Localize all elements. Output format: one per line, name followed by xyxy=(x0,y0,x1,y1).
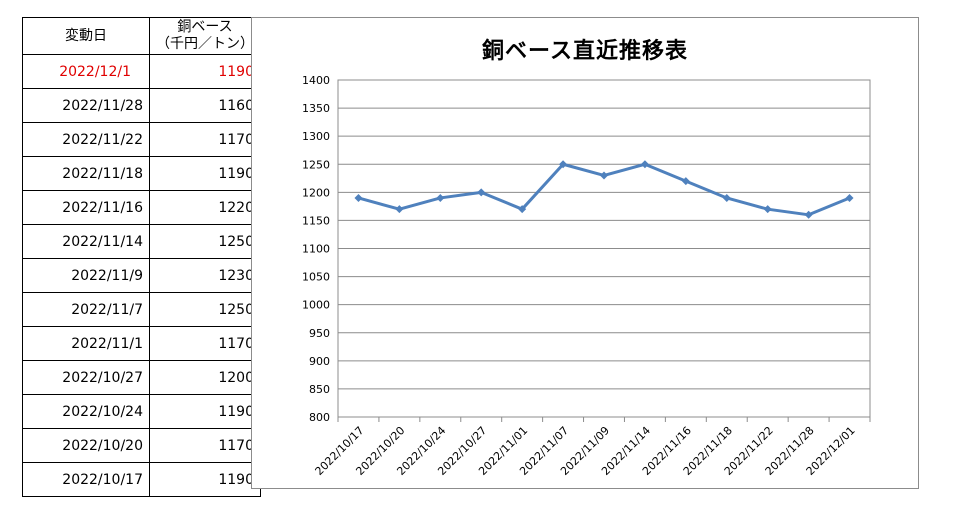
row-date: 2022/11/16 xyxy=(22,190,150,225)
row-date: 2022/11/28 xyxy=(22,88,150,123)
row-date: 2022/10/27 xyxy=(22,360,150,395)
y-tick-label: 1150 xyxy=(302,214,330,227)
table-row: 2022/11/16 1220 xyxy=(22,190,261,225)
y-tick-label: 800 xyxy=(309,411,330,424)
chart-title: 銅ベース直近推移表 xyxy=(482,39,688,64)
table-row: 2022/11/28 1160 xyxy=(22,88,261,123)
table-row: 2022/12/1 1190 xyxy=(22,54,261,89)
row-date: 2022/11/14 xyxy=(22,224,150,259)
line-chart: 800 850 900 950 1000 1050 1100 1150 1200 1250 1300… xyxy=(302,74,871,478)
y-tick-label: 1000 xyxy=(302,299,330,312)
plot-area xyxy=(337,79,871,418)
y-tick-label: 1100 xyxy=(302,243,330,256)
data-point xyxy=(763,205,772,214)
data-point xyxy=(640,160,649,169)
header-price-line1: 銅ベース xyxy=(177,19,233,35)
row-price: 1200 xyxy=(149,360,261,395)
row-price: 1160 xyxy=(149,88,261,123)
table-row: 2022/10/24 1190 xyxy=(22,394,261,429)
y-tick-label: 1050 xyxy=(302,271,330,284)
row-date: 2022/11/22 xyxy=(22,122,150,157)
data-point xyxy=(722,193,731,202)
y-tick-label: 1300 xyxy=(302,130,330,143)
row-price: 1250 xyxy=(149,292,261,327)
data-point xyxy=(395,205,404,214)
table-row: 2022/11/18 1190 xyxy=(22,156,261,191)
row-price: 1230 xyxy=(149,258,261,293)
y-tick-label: 900 xyxy=(309,355,330,368)
row-date: 2022/11/7 xyxy=(22,292,150,327)
row-price: 1170 xyxy=(149,122,261,157)
row-date: 2022/10/24 xyxy=(22,394,150,429)
table-body: 2022/12/1 1190 2022/11/28 1160 2022/11/22 117… xyxy=(22,54,261,497)
y-tick-label: 1350 xyxy=(302,102,330,115)
row-date: 2022/12/1 xyxy=(22,54,150,89)
data-point xyxy=(681,177,690,186)
header-date: 変動日 xyxy=(22,17,150,55)
data-point xyxy=(559,160,568,169)
row-date: 2022/11/1 xyxy=(22,326,150,361)
row-date: 2022/11/9 xyxy=(22,258,150,293)
row-date: 2022/10/20 xyxy=(22,428,150,463)
y-tick-label: 1250 xyxy=(302,158,330,171)
data-point xyxy=(436,193,445,202)
row-price: 1190 xyxy=(149,54,261,89)
table-row: 2022/11/9 1230 xyxy=(22,258,261,293)
data-point xyxy=(354,193,363,202)
data-point xyxy=(845,193,854,202)
row-price: 1190 xyxy=(149,156,261,191)
row-price: 1170 xyxy=(149,326,261,361)
y-tick-label: 1200 xyxy=(302,186,330,199)
data-point xyxy=(600,171,608,180)
table-row: 2022/11/7 1250 xyxy=(22,292,261,327)
row-date: 2022/10/17 xyxy=(22,462,150,497)
table-row: 2022/10/17 1190 xyxy=(22,462,261,497)
price-table: 変動日 銅ベース （千円／トン） 2022/12/1 1190 2022/11/28… xyxy=(22,17,261,497)
y-tick-label: 1400 xyxy=(302,74,330,87)
table-row: 2022/11/1 1170 xyxy=(22,326,261,361)
data-point xyxy=(518,205,527,214)
header-price: 銅ベース （千円／トン） xyxy=(149,17,261,55)
y-tick-label: 950 xyxy=(309,327,330,340)
row-price: 1250 xyxy=(149,224,261,259)
row-price: 1190 xyxy=(149,462,261,497)
row-price: 1190 xyxy=(149,394,261,429)
table-row: 2022/11/22 1170 xyxy=(22,122,261,157)
data-point xyxy=(804,210,813,219)
table-row: 2022/10/27 1200 xyxy=(22,360,261,395)
table-row: 2022/10/20 1170 xyxy=(22,428,261,463)
table-row: 2022/11/14 1250 xyxy=(22,224,261,259)
row-date: 2022/11/18 xyxy=(22,156,150,191)
row-price: 1170 xyxy=(149,428,261,463)
data-point xyxy=(477,188,486,197)
table-header-row: 変動日 銅ベース （千円／トン） xyxy=(22,17,261,55)
y-tick-label: 850 xyxy=(309,383,330,396)
header-price-line2: （千円／トン） xyxy=(156,36,254,52)
chart-area: 銅ベース直近推移表 800 850 900 950 1000 1050 1100 1150 12… xyxy=(251,17,919,489)
row-price: 1220 xyxy=(149,190,261,225)
